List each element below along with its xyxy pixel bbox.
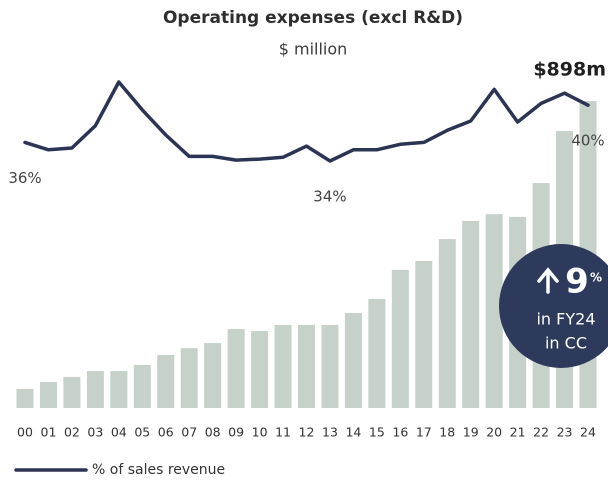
bar xyxy=(251,331,269,408)
x-tick-label: 11 xyxy=(275,425,291,440)
bar xyxy=(391,269,409,408)
x-tick-label: 09 xyxy=(228,425,244,440)
x-tick-label: 08 xyxy=(205,425,221,440)
badge-text: in CC xyxy=(545,334,587,353)
bar xyxy=(415,260,433,408)
bar xyxy=(227,329,245,408)
line-value-label: 40% xyxy=(571,132,604,150)
bar xyxy=(485,214,503,408)
bar xyxy=(462,220,480,408)
bar xyxy=(63,376,81,408)
badge-unit: % xyxy=(590,271,602,285)
bar xyxy=(438,239,456,408)
x-tick-label: 21 xyxy=(510,425,526,440)
line-value-label: 36% xyxy=(8,169,41,187)
badge: 9 % in FY24 in CC xyxy=(499,244,608,368)
x-tick-label: 18 xyxy=(439,425,455,440)
bar-value-label: $898m xyxy=(533,59,606,81)
chart-subtitle: $ million xyxy=(279,40,348,59)
x-tick-label: 06 xyxy=(158,425,174,440)
x-tick-label: 01 xyxy=(41,425,57,440)
bar xyxy=(204,343,222,408)
chart-title: Operating expenses (excl R&D) xyxy=(163,8,463,28)
bar xyxy=(157,355,175,408)
line xyxy=(23,80,590,163)
x-tick-label: 24 xyxy=(580,425,596,440)
x-tick-label: 15 xyxy=(369,425,385,440)
x-tick-label: 10 xyxy=(252,425,268,440)
x-tick-label: 19 xyxy=(463,425,479,440)
badge-arrow xyxy=(537,267,559,294)
badge-value: 9 xyxy=(565,262,589,302)
x-tick-label: 13 xyxy=(322,425,338,440)
x-tick-label: 04 xyxy=(111,425,127,440)
bar xyxy=(298,324,315,408)
x-tick-label: 00 xyxy=(17,425,33,440)
bar xyxy=(39,382,57,408)
badge-circle xyxy=(499,244,608,368)
badge-text: in FY24 xyxy=(536,310,595,329)
x-tick-label: 23 xyxy=(557,425,573,440)
x-tick-label: 14 xyxy=(345,425,361,440)
bar xyxy=(133,364,151,408)
bar xyxy=(321,324,339,408)
x-tick-label: 05 xyxy=(134,425,150,440)
x-tick-label: 16 xyxy=(392,425,408,440)
legend-label: % of sales revenue xyxy=(92,462,225,478)
bar xyxy=(368,298,386,408)
x-tick-label: 22 xyxy=(533,425,549,440)
x-tick-label: 20 xyxy=(486,425,502,440)
x-tick-label: 02 xyxy=(64,425,80,440)
bar xyxy=(110,371,128,408)
bar xyxy=(180,348,198,408)
line-value-label: 34% xyxy=(313,188,346,206)
bar xyxy=(344,312,362,408)
bar xyxy=(86,371,104,408)
x-tick-label: 07 xyxy=(181,425,197,440)
x-tick-label: 03 xyxy=(87,425,103,440)
x-tick-label: 17 xyxy=(416,425,432,440)
bar xyxy=(16,388,34,408)
bar xyxy=(274,324,292,408)
x-tick-label: 12 xyxy=(299,425,315,440)
